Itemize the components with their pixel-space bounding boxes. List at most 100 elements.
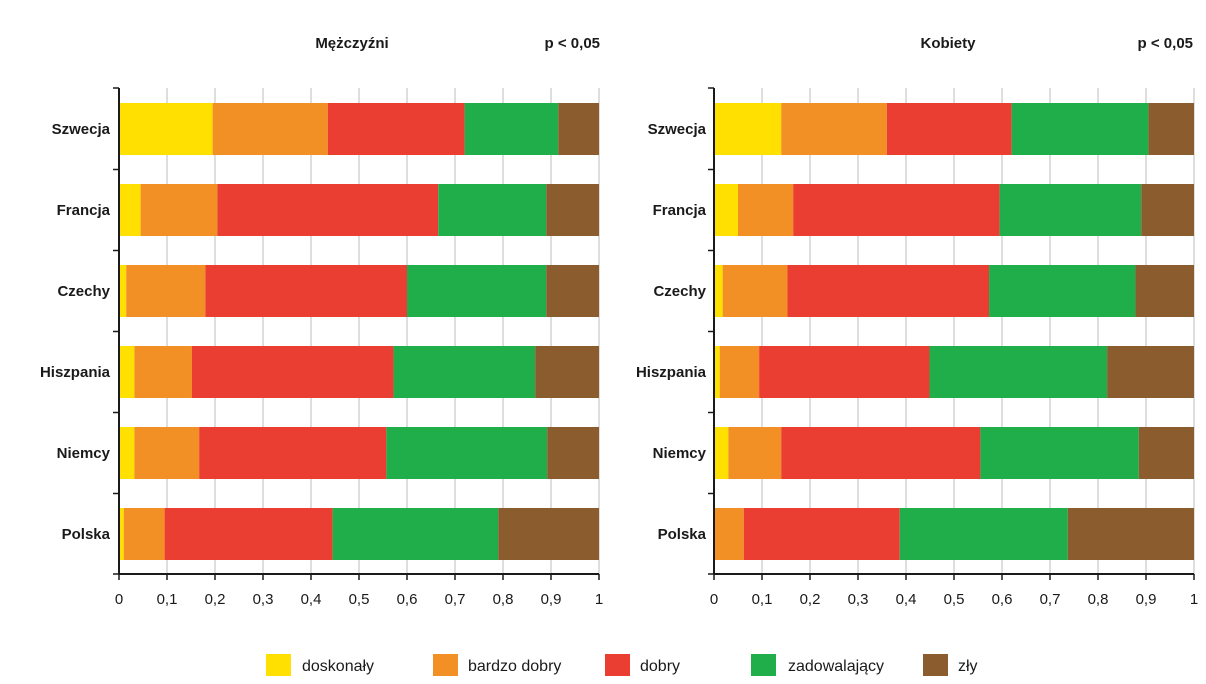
bar-segment — [199, 427, 387, 479]
significance-label: p < 0,05 — [1138, 35, 1193, 52]
category-label: Hiszpania — [636, 364, 707, 381]
bar-segment — [217, 184, 439, 236]
bar-segment — [759, 346, 930, 398]
category-label: Czechy — [653, 283, 706, 300]
legend-swatch — [266, 654, 291, 676]
bar-segment — [393, 346, 536, 398]
bar-segment — [407, 265, 547, 317]
bar-segment — [781, 427, 981, 479]
legend-swatch — [605, 654, 630, 676]
x-tick-label: 1 — [595, 591, 603, 608]
bar-segment — [327, 103, 465, 155]
bar-segment — [332, 508, 499, 560]
x-tick-label: 0,4 — [896, 591, 917, 608]
bar-segment — [1141, 184, 1194, 236]
bar-segment — [989, 265, 1136, 317]
bar-segment — [886, 103, 1012, 155]
x-tick-label: 0,3 — [253, 591, 274, 608]
x-tick-label: 0,5 — [349, 591, 370, 608]
category-label: Niemcy — [57, 445, 111, 462]
x-tick-label: 0,2 — [205, 591, 226, 608]
x-tick-label: 0,5 — [944, 591, 965, 608]
bar-segment — [126, 265, 206, 317]
bar-segment — [119, 427, 135, 479]
panel-title: Mężczyźni — [315, 35, 388, 52]
bar-segment — [212, 103, 328, 155]
category-label: Polska — [62, 526, 111, 543]
bar-segment — [164, 508, 333, 560]
legend-label: bardzo dobry — [468, 658, 561, 675]
bar-segment — [787, 265, 990, 317]
legend-label: doskonały — [302, 658, 374, 675]
panel-title: Kobiety — [920, 35, 976, 52]
category-label: Niemcy — [653, 445, 707, 462]
bar-segment — [714, 508, 744, 560]
x-tick-label: 0,6 — [992, 591, 1013, 608]
bar-segment — [980, 427, 1139, 479]
bar-segment — [714, 103, 782, 155]
bar-segment — [119, 265, 127, 317]
bar-segment — [547, 427, 599, 479]
bar-segment — [119, 508, 124, 560]
bar-segment — [738, 184, 794, 236]
panel-1: Szwecja Francja Czechy Hiszpania Niemcy Polsk… — [40, 35, 603, 608]
bar-segment — [438, 184, 547, 236]
x-tick-label: 0,1 — [752, 591, 773, 608]
bar-segment — [386, 427, 548, 479]
significance-label: p < 0,05 — [545, 35, 600, 52]
bar-segment — [793, 184, 1000, 236]
bar-segment — [719, 346, 760, 398]
bar-segment — [722, 265, 788, 317]
bar-segment — [119, 346, 135, 398]
category-label: Szwecja — [52, 121, 111, 138]
legend-label: zadowalający — [788, 658, 884, 675]
x-tick-label: 1 — [1190, 591, 1198, 608]
bar-segment — [1107, 346, 1194, 398]
bar-segment — [498, 508, 599, 560]
bar-segment — [134, 427, 200, 479]
bar-segment — [728, 427, 782, 479]
legend-label: zły — [958, 658, 978, 675]
bar-segment — [535, 346, 599, 398]
bar-segment — [1138, 427, 1194, 479]
bar-segment — [134, 346, 192, 398]
category-label: Polska — [658, 526, 707, 543]
x-tick-label: 0,7 — [445, 591, 466, 608]
bar-segment — [1067, 508, 1194, 560]
category-label: Francja — [653, 202, 707, 219]
x-tick-label: 0,3 — [848, 591, 869, 608]
x-tick-label: 0,9 — [541, 591, 562, 608]
bar-segment — [781, 103, 887, 155]
x-tick-label: 0,2 — [800, 591, 821, 608]
bar-segment — [1148, 103, 1194, 155]
category-label: Czechy — [57, 283, 110, 300]
bar-segment — [1135, 265, 1194, 317]
bar-segment — [140, 184, 218, 236]
legend-swatch — [433, 654, 458, 676]
x-tick-label: 0,1 — [157, 591, 178, 608]
x-tick-label: 0,6 — [397, 591, 418, 608]
bar-segment — [191, 346, 394, 398]
legend-label: dobry — [640, 658, 680, 675]
bar-segment — [464, 103, 559, 155]
bar-segment — [929, 346, 1108, 398]
panel-2: Szwecja Francja Czechy Hiszpania Niemcy Polsk… — [636, 35, 1198, 608]
bar-segment — [899, 508, 1068, 560]
bar-segment — [714, 427, 729, 479]
legend-swatch — [923, 654, 948, 676]
bar-segment — [714, 346, 720, 398]
x-tick-label: 0 — [115, 591, 123, 608]
category-label: Hiszpania — [40, 364, 111, 381]
bar-segment — [558, 103, 599, 155]
x-tick-label: 0,8 — [493, 591, 514, 608]
bar-segment — [123, 508, 165, 560]
bar-segment — [743, 508, 900, 560]
legend: doskonały bardzo dobry dobry zadowalający zł… — [266, 654, 978, 676]
bar-segment — [1011, 103, 1149, 155]
bar-segment — [714, 184, 738, 236]
x-tick-label: 0 — [710, 591, 718, 608]
bar-segment — [714, 265, 723, 317]
bar-segment — [119, 184, 141, 236]
